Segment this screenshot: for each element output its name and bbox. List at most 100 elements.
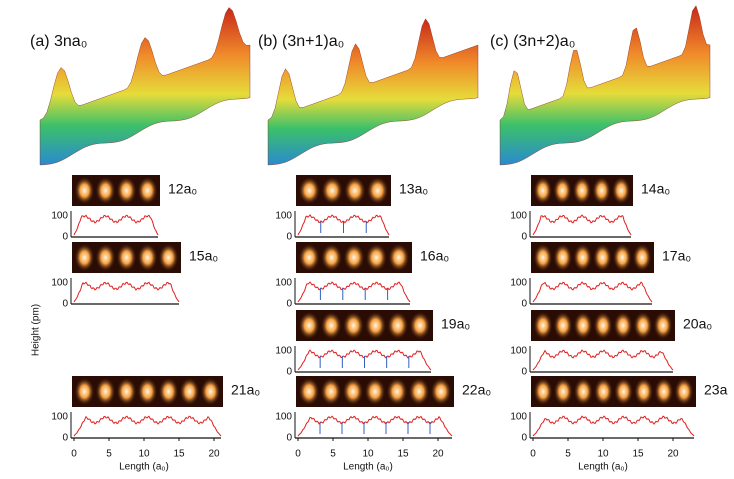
stm-blob (320, 243, 343, 272)
sample-label: 21a₀ (231, 382, 260, 398)
surface-plot (267, 18, 479, 166)
stm-blob (298, 377, 320, 406)
x-axis-label: Length (a₀) (343, 462, 393, 473)
height-tick-label: 0 (521, 299, 527, 310)
sample-label: 23a (704, 382, 728, 398)
stm-blob (573, 377, 593, 406)
x-tick-label: 0 (295, 449, 301, 460)
height-tick-label: 0 (62, 433, 68, 444)
sample-label: 22a₀ (462, 382, 491, 398)
panel-label: (c) (3n+2)a₀ (490, 33, 575, 50)
stm-blob (95, 176, 116, 205)
height-tick-label: 0 (521, 367, 527, 378)
stm-blob (343, 176, 366, 205)
stm-blob (613, 377, 634, 406)
stm-blob (137, 377, 158, 406)
stm-blob (95, 243, 116, 272)
stm-blob (409, 311, 431, 340)
x-axis-label: Length (a₀) (578, 462, 628, 473)
height-tick-label: 0 (286, 433, 292, 444)
stm-blob (74, 377, 95, 406)
height-profile (297, 415, 453, 437)
height-tick-label: 100 (51, 278, 68, 289)
x-tick-label: 15 (173, 449, 185, 460)
stm-blob (632, 243, 652, 272)
stm-blob (533, 243, 553, 272)
stm-blob (158, 243, 179, 272)
stm-blob (137, 243, 158, 272)
sample-label: 17a₀ (662, 248, 691, 264)
sample-label: 20a₀ (683, 316, 712, 332)
stm-blob (179, 377, 200, 406)
height-profile (73, 415, 222, 437)
stm-blob (320, 311, 342, 340)
stm-blob (74, 176, 95, 205)
panel-label: (a) 3na₀ (30, 33, 87, 50)
height-tick-label: 100 (275, 211, 292, 222)
height-tick-label: 0 (62, 232, 68, 243)
x-tick-label: 10 (362, 449, 374, 460)
height-tick-label: 100 (510, 346, 527, 357)
stm-blob (137, 176, 158, 205)
stm-blob (612, 243, 632, 272)
x-tick-label: 20 (667, 449, 679, 460)
stm-blob (653, 311, 673, 340)
stm-blob (674, 377, 694, 406)
y-axis-label: Height (pm) (31, 304, 42, 356)
stm-blob (95, 377, 116, 406)
x-tick-label: 5 (565, 449, 571, 460)
x-tick-label: 20 (208, 449, 220, 460)
stm-blob (320, 377, 342, 406)
stm-blob (592, 176, 612, 205)
stm-blob (388, 243, 410, 272)
stm-blob (573, 243, 593, 272)
stm-blob (634, 377, 654, 406)
stm-blob (200, 377, 221, 406)
x-tick-label: 0 (71, 449, 77, 460)
stm-blob (552, 176, 572, 205)
stm-blob (553, 243, 573, 272)
stm-blob (593, 377, 614, 406)
stm-blob (611, 176, 631, 205)
stm-blob (298, 243, 320, 272)
stm-blob (430, 377, 452, 406)
stm-blob (298, 311, 320, 340)
height-profile (532, 415, 695, 437)
stm-blob (533, 311, 553, 340)
stm-blob (573, 311, 593, 340)
stm-blob (342, 377, 364, 406)
height-profile (73, 214, 159, 236)
height-tick-label: 0 (521, 232, 527, 243)
x-tick-label: 5 (106, 449, 112, 460)
x-tick-label: 5 (330, 449, 336, 460)
stm-blob (593, 311, 613, 340)
height-profile (532, 349, 674, 371)
stm-blob (343, 243, 365, 272)
height-tick-label: 100 (51, 412, 68, 423)
stm-blob (158, 377, 179, 406)
height-tick-label: 0 (286, 299, 292, 310)
height-tick-label: 100 (510, 278, 527, 289)
stm-blob (366, 176, 389, 205)
stm-blob (364, 311, 387, 340)
stm-blob (116, 377, 137, 406)
height-tick-label: 100 (510, 211, 527, 222)
sample-label: 15a₀ (189, 248, 218, 264)
stm-blob (533, 377, 553, 406)
stm-blob (298, 176, 321, 205)
stm-blob (116, 243, 137, 272)
x-axis-label: Length (a₀) (119, 462, 169, 473)
stm-blob (116, 176, 137, 205)
height-profile (532, 214, 632, 236)
sample-label: 13a₀ (399, 181, 428, 197)
height-profile (73, 281, 180, 303)
stm-blob (633, 311, 653, 340)
sample-label: 12a₀ (168, 181, 197, 197)
stm-blob (364, 377, 386, 406)
sample-label: 16a₀ (420, 248, 449, 264)
panel-label: (b) (3n+1)a₀ (258, 33, 344, 50)
height-tick-label: 0 (62, 299, 68, 310)
x-tick-label: 0 (530, 449, 536, 460)
height-tick-label: 100 (275, 346, 292, 357)
